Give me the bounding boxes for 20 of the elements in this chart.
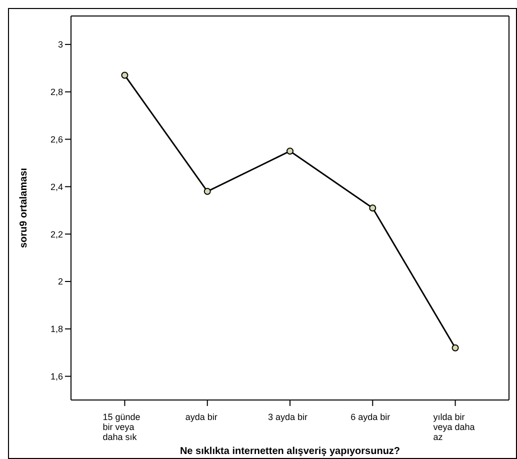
x-axis-title: Ne sıklıkta internetten alışveriş yapıyorsunuz? bbox=[180, 446, 400, 457]
x-tick-label: yılda bir veya daha az bbox=[433, 412, 475, 442]
x-tick-label: 15 günde bir veya daha sık bbox=[102, 412, 140, 442]
point bbox=[369, 204, 376, 212]
x-tick-label: 3 ayda bir bbox=[268, 412, 308, 422]
x-tick-label: 6 ayda bir bbox=[350, 412, 390, 422]
x-tick-label: ayda bir bbox=[185, 412, 218, 422]
y-tick-label: 2,8 bbox=[50, 87, 63, 98]
y-axis-title: soru9 ortalaması bbox=[18, 168, 30, 248]
y-tick-label: 3 bbox=[58, 40, 63, 50]
point bbox=[121, 72, 128, 79]
y-tick-label: 2 bbox=[58, 276, 63, 287]
point bbox=[452, 344, 459, 352]
y-tick-label: 2,4 bbox=[50, 182, 63, 192]
y-tick-label: 1,6 bbox=[50, 371, 63, 382]
point bbox=[204, 188, 211, 195]
y-tick-label: 2,6 bbox=[50, 134, 63, 144]
y-tick-label: 2,2 bbox=[50, 229, 63, 240]
y-tick-label: 1,8 bbox=[50, 324, 63, 334]
point bbox=[286, 148, 294, 155]
